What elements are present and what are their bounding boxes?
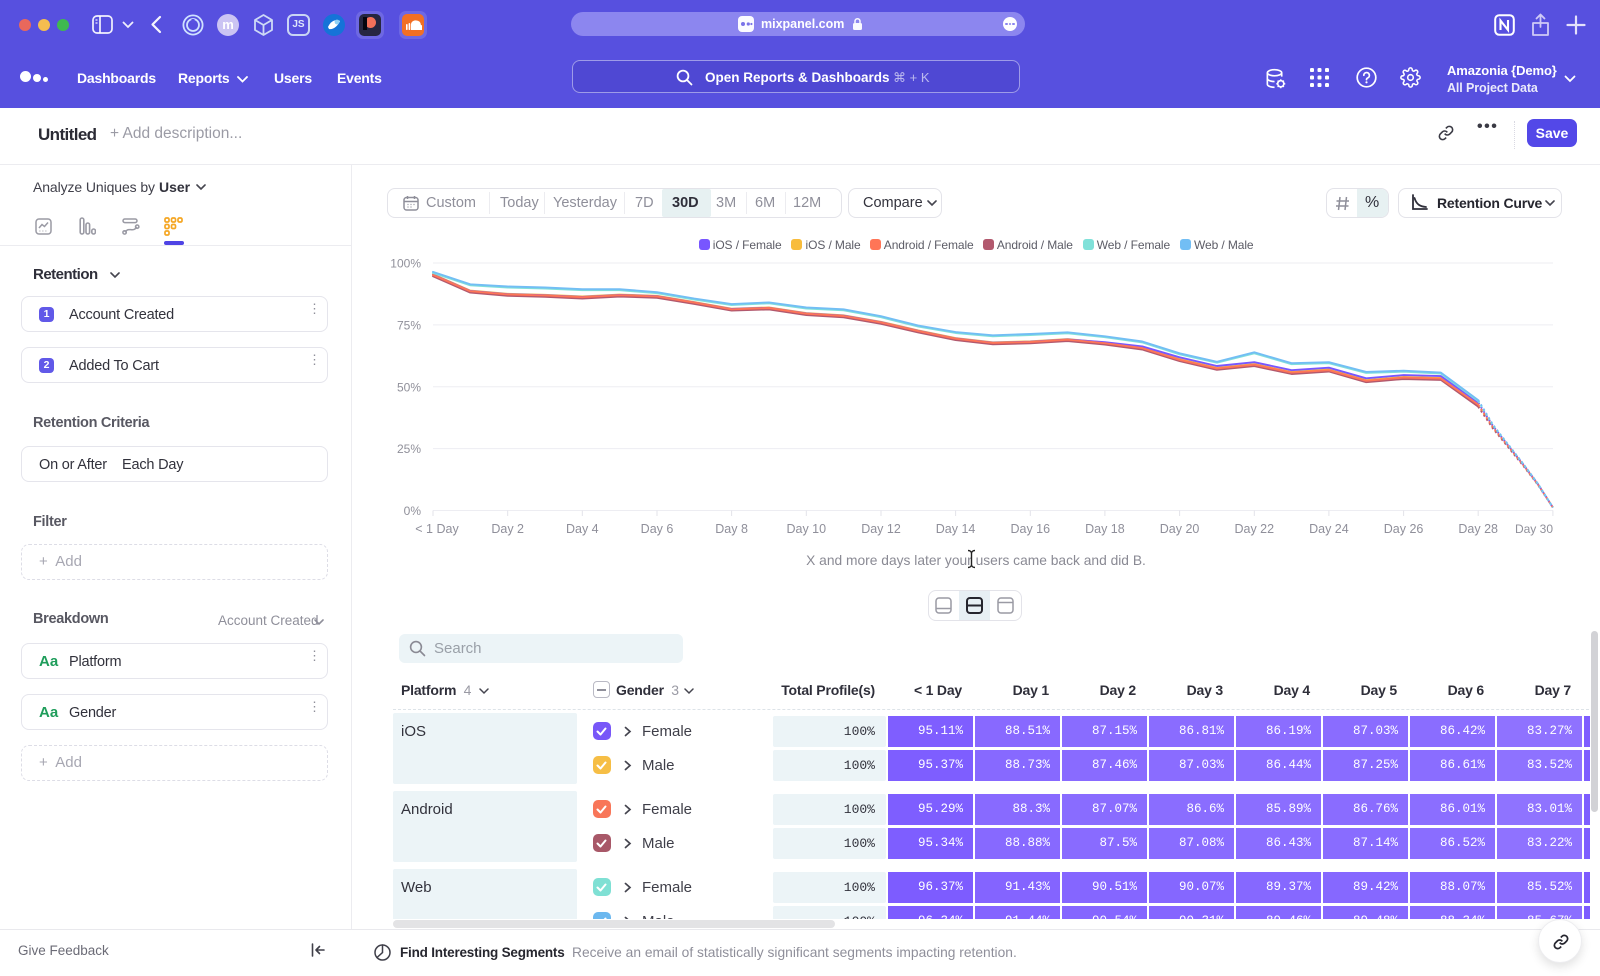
- svg-text:Day 8: Day 8: [715, 522, 748, 536]
- svg-text:50%: 50%: [397, 380, 421, 394]
- svg-text:< 1 Day: < 1 Day: [415, 522, 459, 536]
- svg-text:Day 12: Day 12: [861, 522, 901, 536]
- svg-text:Day 30: Day 30: [1515, 522, 1553, 536]
- svg-text:Day 26: Day 26: [1384, 522, 1424, 536]
- svg-text:Day 28: Day 28: [1458, 522, 1498, 536]
- svg-text:Day 2: Day 2: [491, 522, 524, 536]
- svg-text:75%: 75%: [397, 318, 421, 332]
- svg-text:0%: 0%: [404, 504, 422, 518]
- svg-text:Day 14: Day 14: [936, 522, 976, 536]
- svg-text:100%: 100%: [390, 257, 421, 271]
- svg-text:Day 24: Day 24: [1309, 522, 1349, 536]
- svg-text:Day 6: Day 6: [641, 522, 674, 536]
- svg-text:Day 16: Day 16: [1010, 522, 1050, 536]
- svg-text:Day 18: Day 18: [1085, 522, 1125, 536]
- svg-text:Day 22: Day 22: [1234, 522, 1274, 536]
- svg-text:Day 20: Day 20: [1160, 522, 1200, 536]
- svg-text:25%: 25%: [397, 442, 421, 456]
- svg-text:Day 10: Day 10: [786, 522, 826, 536]
- svg-text:Day 4: Day 4: [566, 522, 599, 536]
